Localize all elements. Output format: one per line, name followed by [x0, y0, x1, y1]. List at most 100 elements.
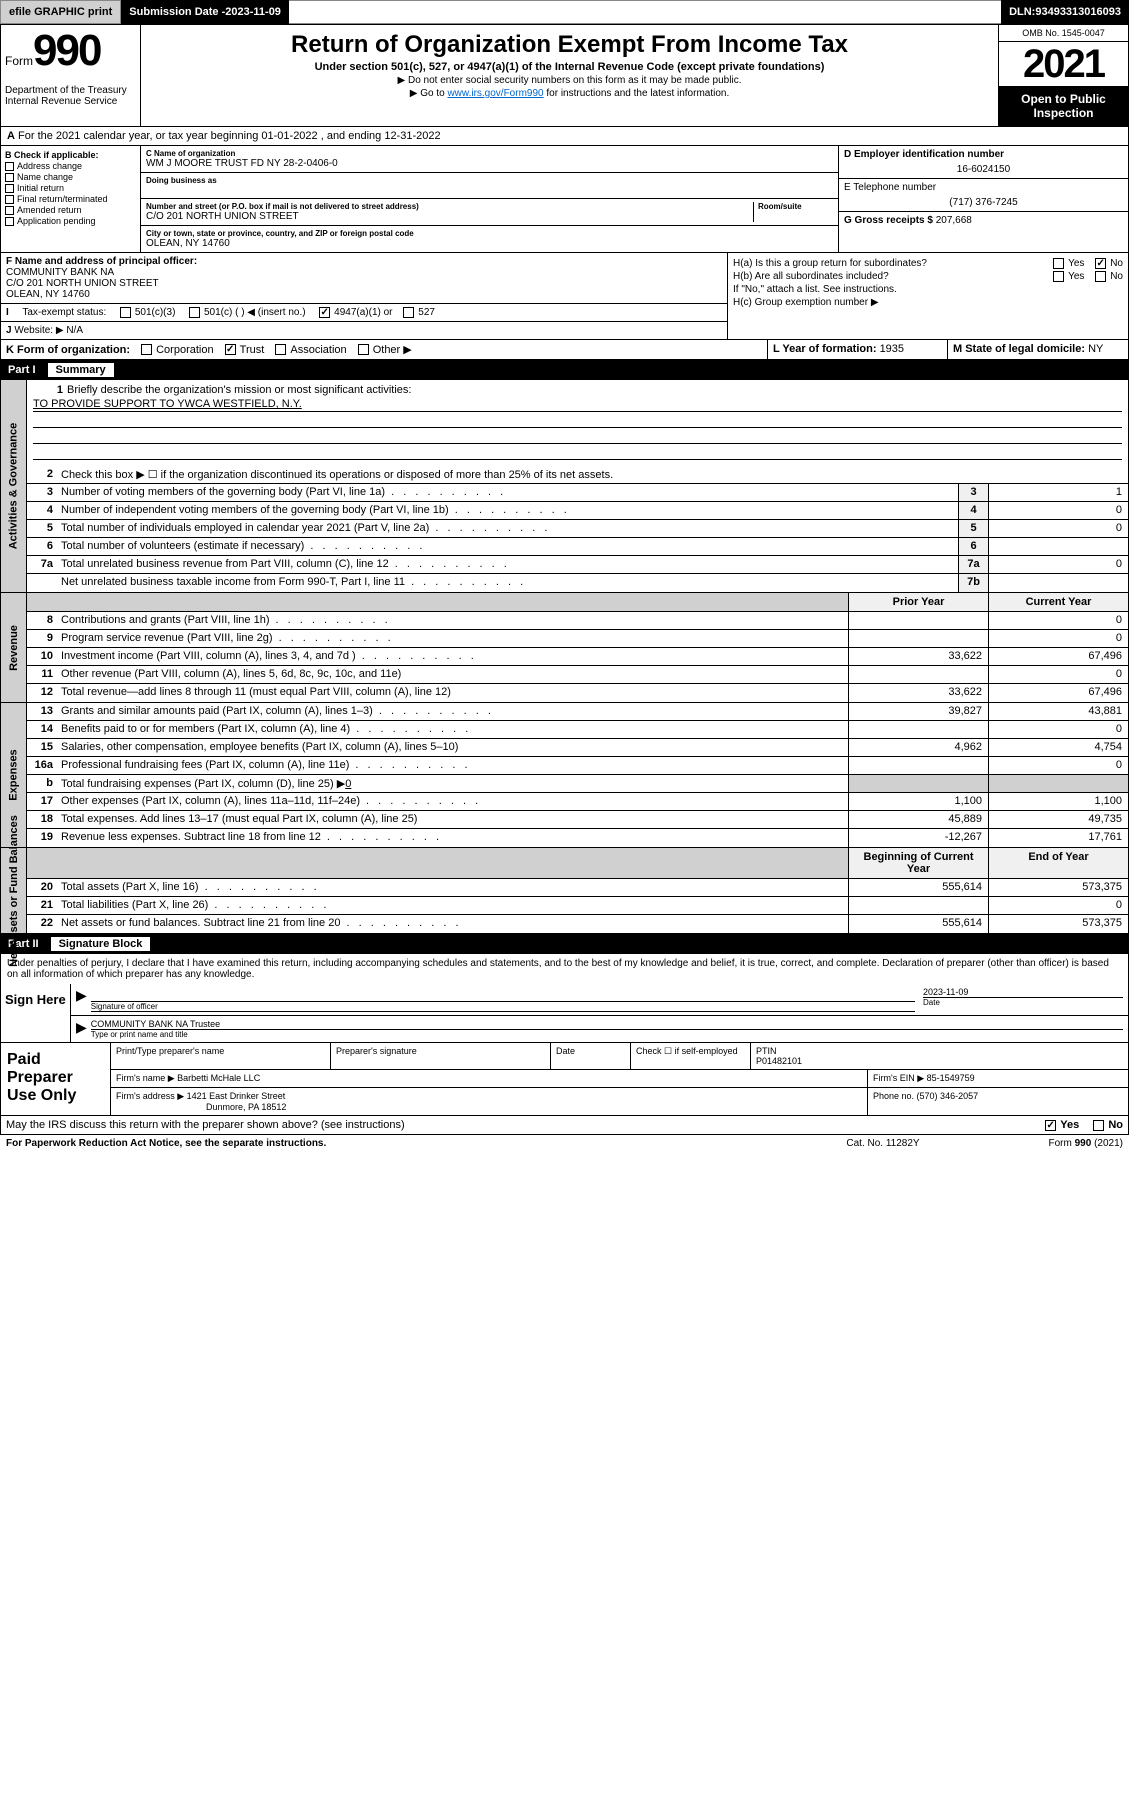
ein-value: 16-6024150 — [844, 164, 1123, 175]
check-hb-yes[interactable] — [1053, 271, 1064, 282]
check-4947[interactable] — [319, 307, 330, 318]
preparer-sig-label: Preparer's signature — [331, 1043, 551, 1069]
year-formation: 1935 — [880, 343, 904, 355]
line7b-desc: Net unrelated business taxable income fr… — [57, 574, 958, 592]
line16b-desc: Total fundraising expenses (Part IX, col… — [57, 775, 848, 792]
part2-title: Signature Block — [51, 937, 151, 951]
check-assoc[interactable] — [275, 344, 286, 355]
discuss-line: May the IRS discuss this return with the… — [0, 1116, 1129, 1135]
sig-date-value: 2023-11-09 — [923, 987, 1123, 997]
check-name-change[interactable]: Name change — [5, 172, 136, 182]
irs-link[interactable]: www.irs.gov/Form990 — [447, 88, 543, 99]
top-bar: efile GRAPHIC print Submission Date - 20… — [0, 0, 1129, 24]
paid-preparer-label: Paid Preparer Use Only — [1, 1043, 111, 1115]
sign-here-label: Sign Here — [1, 984, 71, 1042]
city-label: City or town, state or province, country… — [146, 229, 833, 238]
line15-desc: Salaries, other compensation, employee b… — [57, 739, 848, 756]
form-number: 990 — [33, 26, 100, 75]
line4-desc: Number of independent voting members of … — [57, 502, 958, 519]
line6-desc: Total number of volunteers (estimate if … — [57, 538, 958, 555]
check-hb-no[interactable] — [1095, 271, 1106, 282]
header-right: OMB No. 1545-0047 2021 Open to Public In… — [998, 25, 1128, 126]
penalty-statement: Under penalties of perjury, I declare th… — [0, 954, 1129, 984]
footer-formno: Form 990 (2021) — [983, 1138, 1123, 1149]
dln-label: DLN: 93493313016093 — [1001, 0, 1129, 24]
check-amended[interactable]: Amended return — [5, 205, 136, 215]
website-value: N/A — [66, 325, 83, 336]
line3-val: 1 — [988, 484, 1128, 501]
line10-desc: Investment income (Part VIII, column (A)… — [57, 648, 848, 665]
check-527[interactable] — [403, 307, 414, 318]
part1-header: Part I Summary — [0, 360, 1129, 380]
address-label: Number and street (or P.O. box if mail i… — [146, 202, 753, 211]
section-fh: F Name and address of principal officer:… — [0, 253, 1129, 340]
line11-desc: Other revenue (Part VIII, column (A), li… — [57, 666, 848, 683]
firm-city: Dunmore, PA 18512 — [206, 1102, 286, 1112]
dba-label: Doing business as — [146, 176, 833, 185]
ptin-value: P01482101 — [756, 1056, 1123, 1066]
check-discuss-yes[interactable] — [1045, 1120, 1056, 1131]
line6-val — [988, 538, 1128, 555]
line3-desc: Number of voting members of the governin… — [57, 484, 958, 501]
check-final-return[interactable]: Final return/terminated — [5, 194, 136, 204]
line7a-val: 0 — [988, 556, 1128, 573]
preparer-check-label: Check ☐ if self-employed — [631, 1043, 751, 1069]
city-value: OLEAN, NY 14760 — [146, 238, 833, 249]
line8-desc: Contributions and grants (Part VIII, lin… — [57, 612, 848, 629]
dept-label: Department of the Treasury Internal Reve… — [5, 85, 136, 107]
check-other[interactable] — [358, 344, 369, 355]
arrow-icon: ▶ — [76, 1019, 87, 1039]
mission-label: Briefly describe the organization's miss… — [63, 384, 1122, 396]
ptin-label: PTIN — [756, 1046, 1123, 1056]
efile-print-button[interactable]: efile GRAPHIC print — [0, 0, 121, 24]
section-c: C Name of organization WM J MOORE TRUST … — [141, 146, 838, 252]
state-domicile: NY — [1088, 343, 1103, 355]
check-application-pending[interactable]: Application pending — [5, 216, 136, 226]
vlabel-governance: Activities & Governance — [1, 380, 27, 592]
check-ha-yes[interactable] — [1053, 258, 1064, 269]
form-header: Form990 Department of the Treasury Inter… — [0, 24, 1129, 127]
officer-name: COMMUNITY BANK NA — [6, 267, 722, 278]
check-501c3[interactable] — [120, 307, 131, 318]
paid-preparer-section: Paid Preparer Use Only Print/Type prepar… — [0, 1043, 1129, 1116]
firm-ein: 85-1549759 — [927, 1073, 975, 1083]
form-subtitle: Under section 501(c), 527, or 4947(a)(1)… — [147, 61, 992, 73]
phone-label: E Telephone number — [844, 182, 1123, 193]
col-prior: Prior Year — [848, 593, 988, 611]
tax-year-line: A For the 2021 calendar year, or tax yea… — [1, 127, 447, 145]
preparer-name-label: Print/Type preparer's name — [111, 1043, 331, 1069]
section-f-i-j: F Name and address of principal officer:… — [1, 253, 728, 339]
form-title: Return of Organization Exempt From Incom… — [147, 31, 992, 59]
gross-receipts-value: 207,668 — [936, 215, 972, 226]
header-left: Form990 Department of the Treasury Inter… — [1, 25, 141, 126]
check-discuss-no[interactable] — [1093, 1120, 1104, 1131]
line12-desc: Total revenue—add lines 8 through 11 (mu… — [57, 684, 848, 702]
check-address-change[interactable]: Address change — [5, 161, 136, 171]
line22-desc: Net assets or fund balances. Subtract li… — [57, 915, 848, 933]
officer-addr: C/O 201 NORTH UNION STREET — [6, 278, 722, 289]
footer-catno: Cat. No. 11282Y — [783, 1138, 983, 1149]
line5-desc: Total number of individuals employed in … — [57, 520, 958, 537]
line20-desc: Total assets (Part X, line 16) — [57, 879, 848, 896]
line19-desc: Revenue less expenses. Subtract line 18 … — [57, 829, 848, 847]
sig-date-label: Date — [923, 997, 1123, 1007]
firm-phone: (570) 346-2057 — [917, 1091, 979, 1101]
check-ha-no[interactable] — [1095, 258, 1106, 269]
check-corp[interactable] — [141, 344, 152, 355]
preparer-date-label: Date — [551, 1043, 631, 1069]
open-inspection: Open to Public Inspection — [999, 86, 1128, 126]
tax-year: 2021 — [999, 42, 1128, 86]
h-b2-label: If "No," attach a list. See instructions… — [733, 284, 897, 295]
h-c-label: H(c) Group exemption number ▶ — [733, 297, 879, 308]
submission-date-label: Submission Date - 2023-11-09 — [121, 0, 289, 24]
check-initial-return[interactable]: Initial return — [5, 183, 136, 193]
room-label: Room/suite — [758, 202, 833, 211]
section-bcdeg: B Check if applicable: Address change Na… — [0, 146, 1129, 253]
firm-address: 1421 East Drinker Street — [187, 1091, 286, 1101]
line13-desc: Grants and similar amounts paid (Part IX… — [57, 703, 848, 720]
check-501c[interactable] — [189, 307, 200, 318]
sig-name-label: Type or print name and title — [91, 1029, 1123, 1039]
header-center: Return of Organization Exempt From Incom… — [141, 25, 998, 126]
vlabel-net-assets: Net Assets or Fund Balances — [1, 848, 27, 933]
check-trust[interactable] — [225, 344, 236, 355]
